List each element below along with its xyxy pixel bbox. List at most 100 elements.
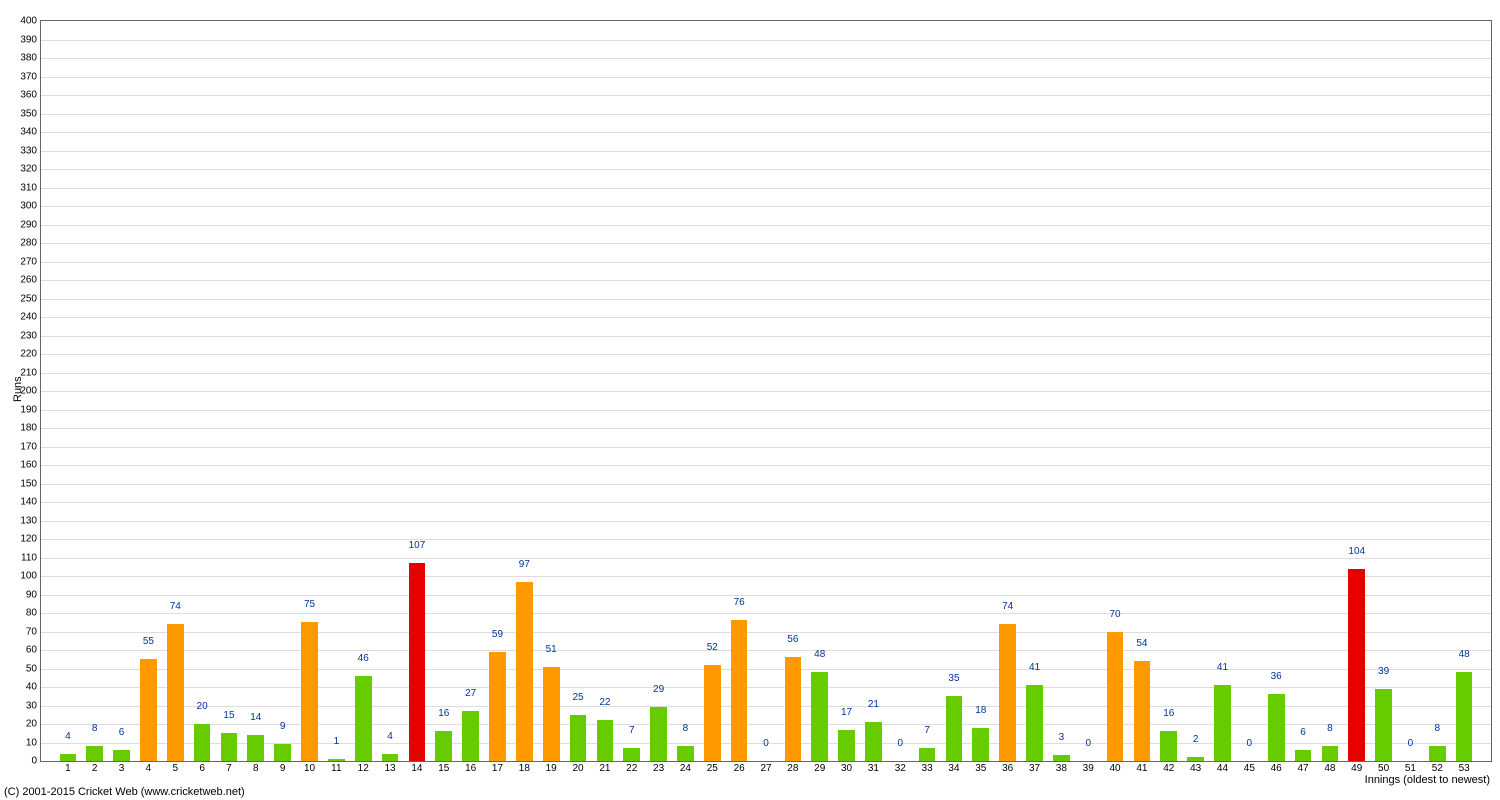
gridline: [41, 373, 1491, 374]
bar-value-label: 48: [814, 649, 825, 660]
bar: [194, 724, 211, 761]
x-tick-label: 21: [599, 761, 610, 774]
gridline: [41, 336, 1491, 337]
y-tick-label: 150: [20, 478, 41, 489]
bar-value-label: 76: [734, 597, 745, 608]
bar: [113, 750, 130, 761]
gridline: [41, 95, 1491, 96]
bar-value-label: 3: [1059, 732, 1065, 743]
bar: [247, 735, 264, 761]
gridline: [41, 188, 1491, 189]
x-tick-label: 14: [411, 761, 422, 774]
gridline: [41, 687, 1491, 688]
bar-value-label: 14: [250, 712, 261, 723]
gridline: [41, 595, 1491, 596]
bar-value-label: 0: [1247, 738, 1253, 749]
x-tick-label: 28: [787, 761, 798, 774]
x-tick-label: 23: [653, 761, 664, 774]
y-tick-label: 380: [20, 53, 41, 64]
x-tick-label: 44: [1217, 761, 1228, 774]
x-tick-label: 42: [1163, 761, 1174, 774]
y-tick-label: 320: [20, 164, 41, 175]
x-tick-label: 20: [572, 761, 583, 774]
bar: [946, 696, 963, 761]
y-tick-label: 370: [20, 71, 41, 82]
gridline: [41, 650, 1491, 651]
x-tick-label: 22: [626, 761, 637, 774]
bar-value-label: 29: [653, 684, 664, 695]
y-axis-title: Runs: [12, 376, 24, 402]
bar-value-label: 75: [304, 599, 315, 610]
bar: [409, 563, 426, 761]
gridline: [41, 151, 1491, 152]
gridline: [41, 169, 1491, 170]
bar: [1134, 661, 1151, 761]
bar-value-label: 6: [1300, 727, 1306, 738]
plot-area: 0102030405060708090100110120130140150160…: [40, 20, 1492, 762]
gridline: [41, 280, 1491, 281]
gridline: [41, 484, 1491, 485]
bar: [570, 715, 587, 761]
gridline: [41, 521, 1491, 522]
x-tick-label: 24: [680, 761, 691, 774]
x-tick-label: 5: [172, 761, 178, 774]
bar-value-label: 8: [1327, 723, 1333, 734]
y-tick-label: 0: [31, 756, 41, 767]
bar: [1375, 689, 1392, 761]
x-tick-label: 12: [358, 761, 369, 774]
bar-value-label: 41: [1217, 662, 1228, 673]
x-tick-label: 41: [1136, 761, 1147, 774]
bar: [435, 731, 452, 761]
gridline: [41, 558, 1491, 559]
bar-value-label: 1: [334, 736, 340, 747]
x-tick-label: 18: [519, 761, 530, 774]
bar-value-label: 7: [924, 725, 930, 736]
gridline: [41, 354, 1491, 355]
x-tick-label: 26: [734, 761, 745, 774]
gridline: [41, 539, 1491, 540]
x-tick-label: 45: [1244, 761, 1255, 774]
gridline: [41, 58, 1491, 59]
bar-value-label: 8: [683, 723, 689, 734]
bar-value-label: 107: [409, 540, 426, 551]
y-tick-label: 330: [20, 145, 41, 156]
x-tick-label: 29: [814, 761, 825, 774]
bar: [677, 746, 694, 761]
x-axis-title: Innings (oldest to newest): [1365, 774, 1490, 786]
x-tick-label: 37: [1029, 761, 1040, 774]
gridline: [41, 77, 1491, 78]
x-tick-label: 10: [304, 761, 315, 774]
bar: [60, 754, 77, 761]
x-tick-label: 51: [1405, 761, 1416, 774]
bar-value-label: 9: [280, 721, 286, 732]
x-tick-label: 48: [1324, 761, 1335, 774]
y-tick-label: 140: [20, 497, 41, 508]
bar-value-label: 8: [92, 723, 98, 734]
bar-value-label: 6: [119, 727, 125, 738]
x-tick-label: 50: [1378, 761, 1389, 774]
bar-value-label: 0: [1408, 738, 1414, 749]
bar-value-label: 21: [868, 699, 879, 710]
bar: [462, 711, 479, 761]
chart-container: 0102030405060708090100110120130140150160…: [0, 0, 1500, 800]
y-tick-label: 340: [20, 127, 41, 138]
x-tick-label: 40: [1110, 761, 1121, 774]
x-tick-label: 34: [948, 761, 959, 774]
y-tick-label: 220: [20, 349, 41, 360]
bar-value-label: 16: [438, 708, 449, 719]
bar: [865, 722, 882, 761]
y-tick-label: 300: [20, 201, 41, 212]
y-tick-label: 10: [26, 737, 41, 748]
copyright-text: (C) 2001-2015 Cricket Web (www.cricketwe…: [4, 786, 245, 798]
gridline: [41, 262, 1491, 263]
bar-value-label: 56: [787, 634, 798, 645]
bar: [623, 748, 640, 761]
bar-value-label: 54: [1136, 638, 1147, 649]
bar-value-label: 20: [197, 701, 208, 712]
bar-value-label: 0: [763, 738, 769, 749]
bar-value-label: 55: [143, 636, 154, 647]
gridline: [41, 225, 1491, 226]
bar: [919, 748, 936, 761]
bar: [1295, 750, 1312, 761]
bar-value-label: 59: [492, 629, 503, 640]
